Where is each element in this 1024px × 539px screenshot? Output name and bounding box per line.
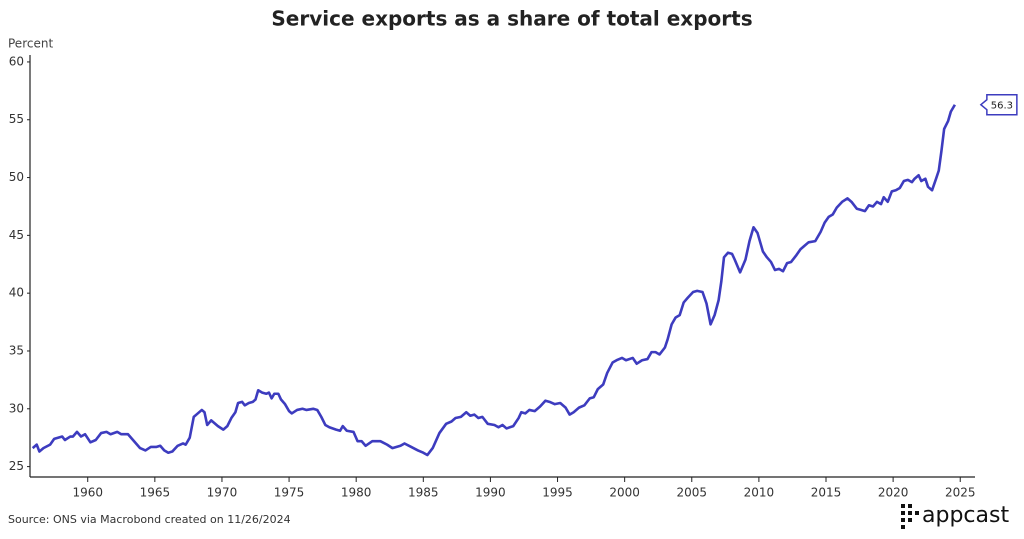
x-tick-label: 2015 (811, 486, 842, 500)
x-tick-label: 2000 (609, 486, 640, 500)
x-tick-label: 1960 (72, 486, 103, 500)
x-tick-label: 1990 (475, 486, 506, 500)
y-tick-label: 60 (9, 54, 24, 68)
x-tick-label: 2020 (878, 486, 909, 500)
y-tick-label: 25 (9, 459, 24, 473)
x-tick-label: 2010 (744, 486, 775, 500)
x-tick-label: 2005 (676, 486, 707, 500)
y-tick-label: 50 (9, 170, 24, 184)
y-tick-label: 55 (9, 112, 24, 126)
x-tick-label: 1985 (408, 486, 439, 500)
x-tick-label: 1980 (341, 486, 372, 500)
y-tick-label: 40 (9, 286, 24, 300)
x-tick-label: 2025 (945, 486, 976, 500)
data-line (31, 104, 956, 457)
end-label-box (979, 93, 1018, 116)
x-tick-label: 1970 (207, 486, 238, 500)
y-axis-label: Percent (8, 37, 53, 51)
x-tick-label: 1975 (274, 486, 305, 500)
y-tick-label: 35 (9, 343, 24, 357)
logo-text: appcast (922, 503, 1009, 528)
chart-title: Service exports as a share of total expo… (271, 7, 752, 31)
end-label: 56.3 (991, 101, 1013, 112)
y-tick-label: 45 (9, 228, 24, 242)
x-tick-label: 1965 (140, 486, 171, 500)
logo-icon (901, 504, 919, 529)
source-note: Source: ONS via Macrobond created on 11/… (8, 513, 291, 526)
x-tick-label: 1995 (542, 486, 573, 500)
y-tick-label: 30 (9, 401, 24, 415)
